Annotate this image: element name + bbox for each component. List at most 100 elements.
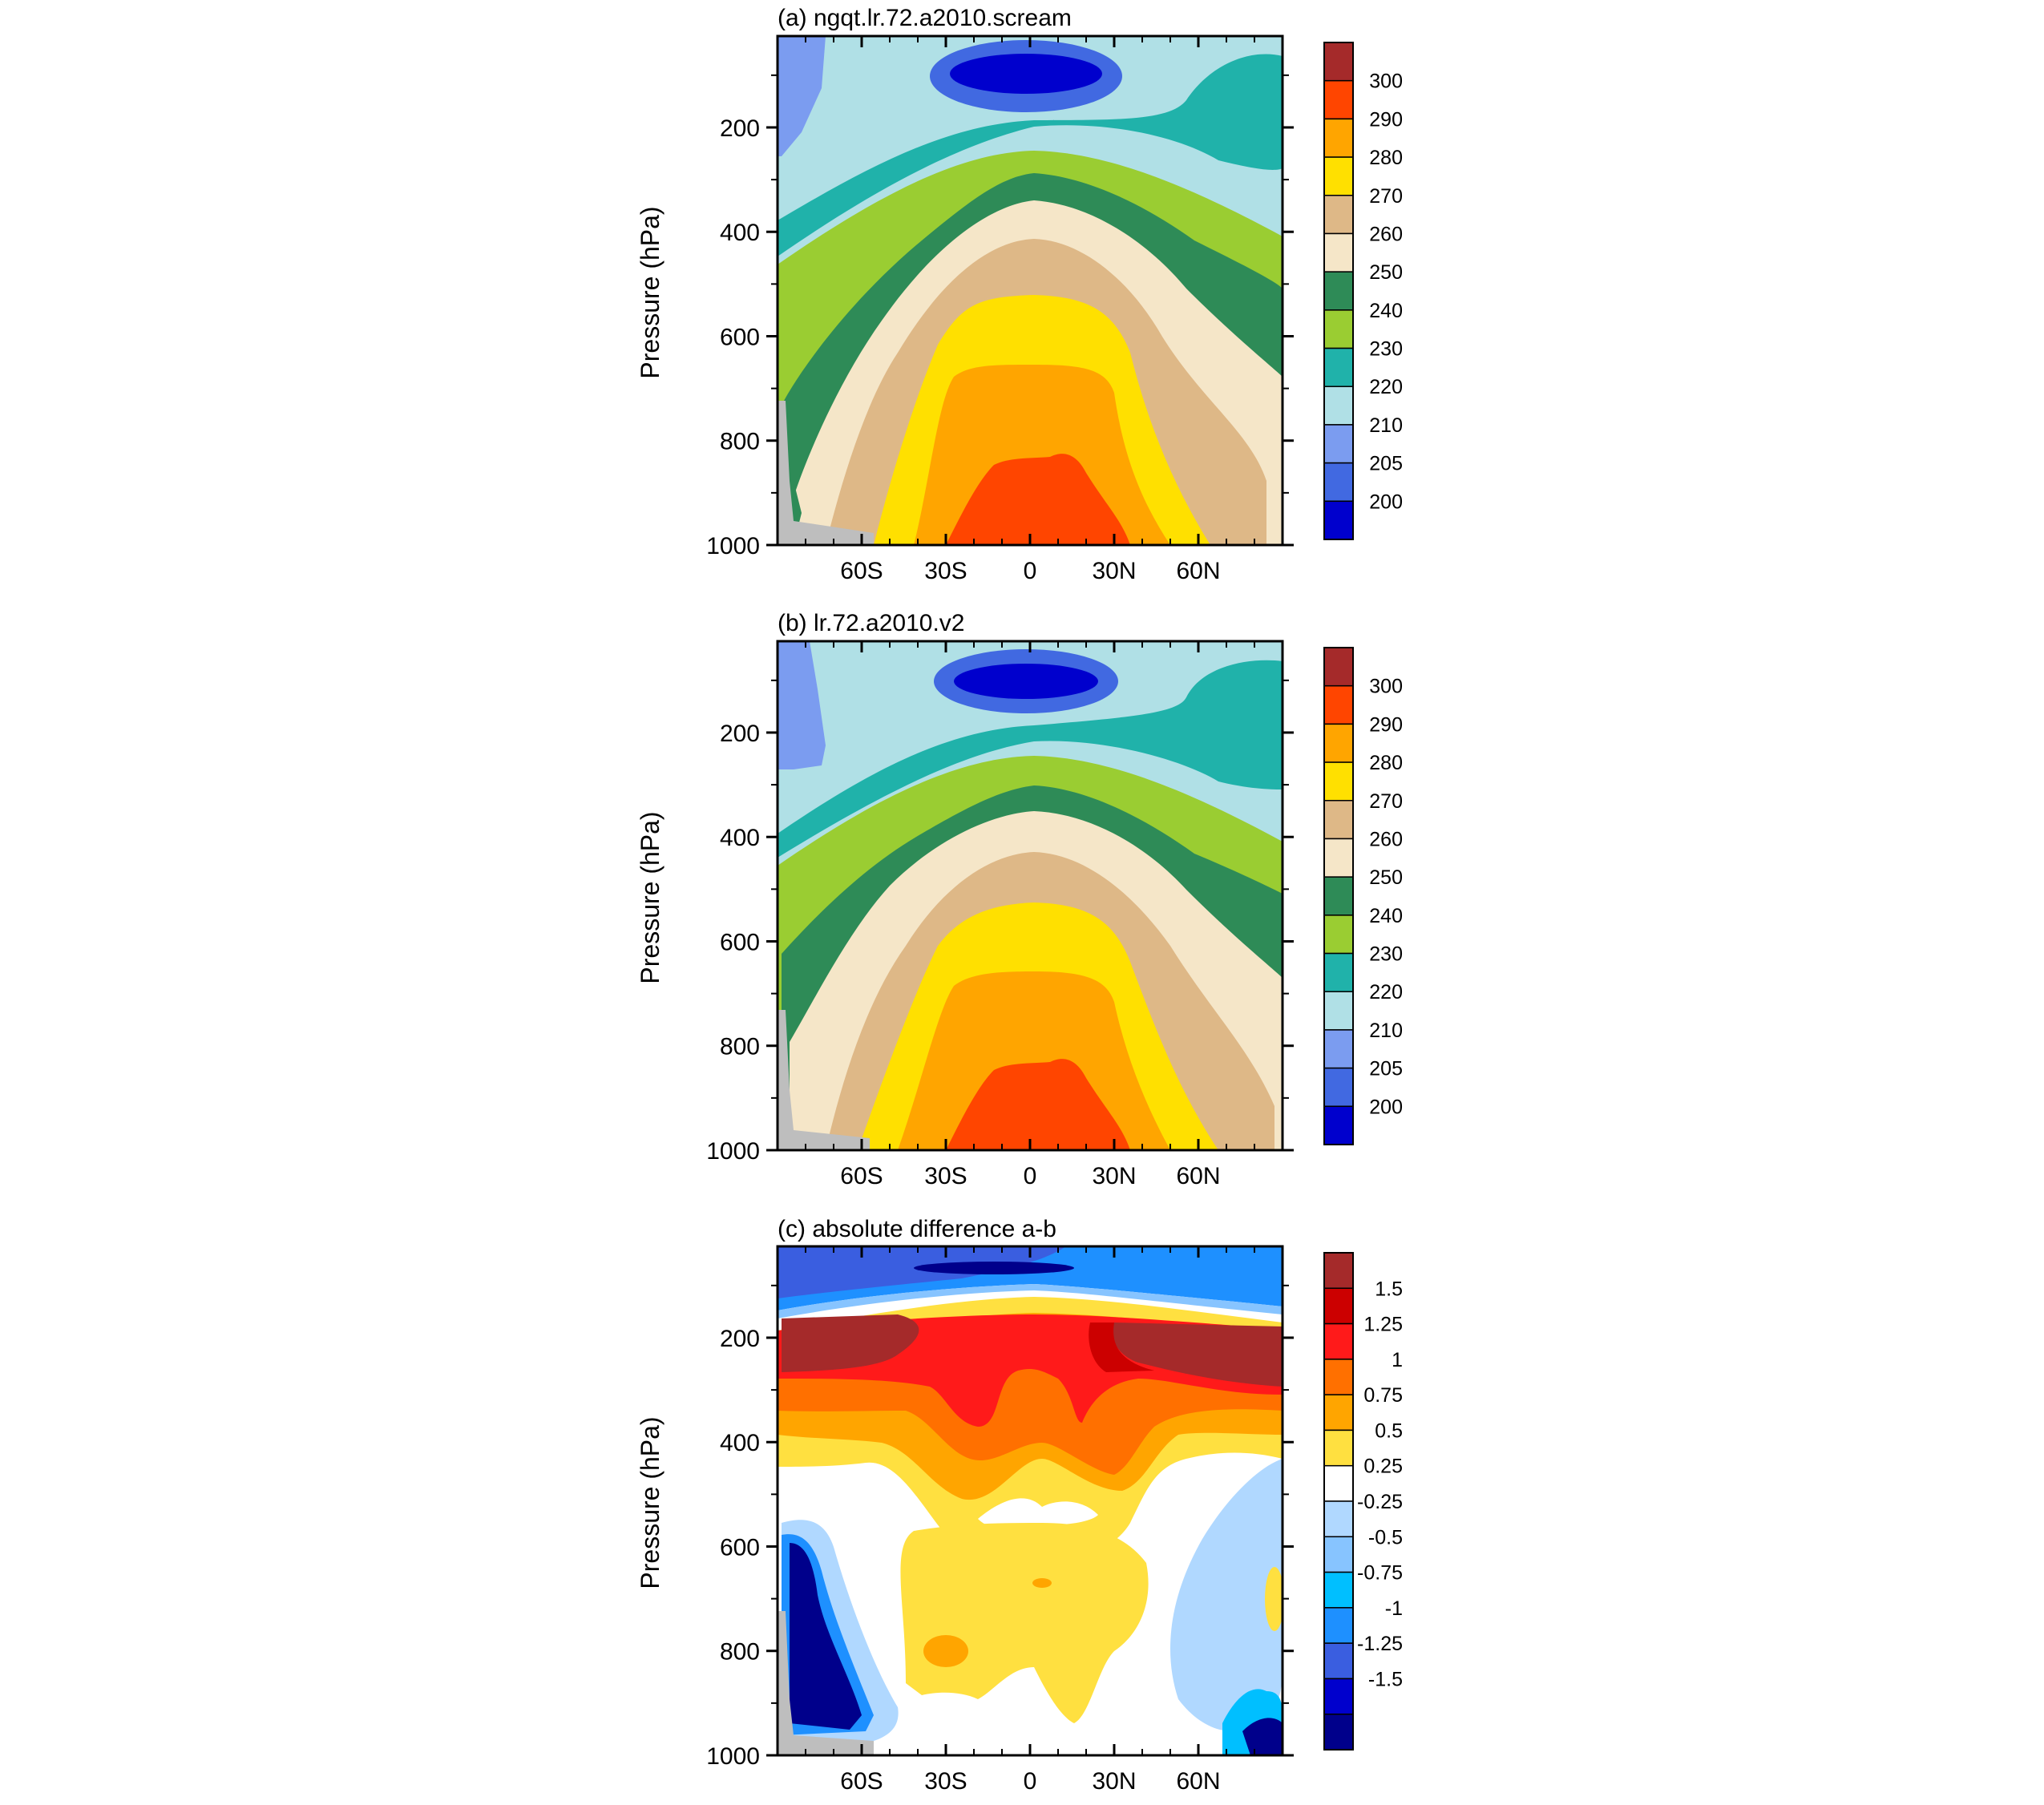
contour-fill-neg-15-core [914,1262,1074,1274]
colorbar-label: 0.75 [1363,1384,1403,1407]
panel-a-colorbar: 300 290 280 270 260 250 240 230 220 210 205 200 [1323,42,1403,540]
missing-topography [778,401,874,545]
colorbar-swatch [1323,1464,1354,1502]
panel-b-ylabel: Pressure (hPa) [636,811,665,983]
x-tick-label: 60N [1176,558,1220,584]
panel-c-title: (c) absolute difference a-b [778,1216,1056,1242]
x-tick-label: 0 [1024,1768,1037,1795]
colorbar-label: 205 [1369,1058,1403,1080]
x-tick-label: 30S [924,1163,967,1189]
y-tick-label: 400 [720,1430,760,1456]
x-tick-label: 60S [840,558,883,584]
colorbar-swatch [1323,42,1354,82]
colorbar-label: 1.25 [1363,1314,1403,1336]
y-tick-label: 200 [720,115,760,142]
panel-b-yticks: 200 400 600 800 1000 [706,679,1294,1165]
colorbar-label: 240 [1369,905,1403,927]
contour-fill-15-band-left [782,1314,919,1372]
x-tick-label: 60S [840,1768,883,1795]
y-tick-label: 200 [720,721,760,747]
colorbar-swatch [1323,1607,1354,1644]
colorbar-swatch [1323,156,1354,196]
colorbar-frame [1323,1252,1354,1750]
colorbar-label: 260 [1369,828,1403,850]
colorbar-swatch [1323,1067,1354,1108]
colorbar-swatch [1323,1642,1354,1680]
y-tick-label: 600 [720,1534,760,1561]
y-tick-label: 200 [720,1326,760,1352]
colorbar-swatch [1323,424,1354,464]
x-tick-label: 0 [1024,558,1037,584]
missing-topography [778,1010,870,1150]
x-tick-label: 0 [1024,1163,1037,1189]
colorbar-label: 205 [1369,453,1403,475]
colorbar-swatch [1323,271,1354,311]
x-tick-label: 30S [924,558,967,584]
colorbar-label: -0.25 [1357,1491,1403,1513]
x-tick-label: 60N [1176,1768,1220,1795]
panel-b-colorbar: 300 290 280 270 260 250 240 230 220 210 205 200 [1323,647,1403,1145]
panel-c-yticks: 200 400 600 800 1000 [706,1284,1294,1770]
colorbar-swatch [1323,684,1354,725]
colorbar-swatch [1323,991,1354,1031]
panel-a-ylabel: Pressure (hPa) [636,206,665,378]
panel-a: (a) ngqt.lr.72.a2010.scream 60S 30S 0 30N 60… [636,5,1403,584]
colorbar-swatch [1323,800,1354,840]
colorbar-swatch [1323,723,1354,763]
colorbar-swatch [1323,761,1354,802]
colorbar-label: 270 [1369,790,1403,813]
contour-fill-neg-025-edge [778,1284,1283,1318]
contour-fill-290 [946,454,1130,545]
colorbar-label: -0.5 [1368,1526,1403,1549]
colorbar-label: -0.75 [1357,1562,1403,1585]
x-tick-label: 30S [924,1768,967,1795]
panel-c-ylabel: Pressure (hPa) [636,1416,665,1589]
missing-topography [778,1611,874,1755]
panel-a-title: (a) ngqt.lr.72.a2010.scream [778,5,1072,31]
panel-c-colorbar: 1.5 1.25 1 0.75 0.5 0.25 -0.25 -0.5 -0.75 -1 -1.25… [1323,1252,1403,1750]
x-tick-label: 30N [1092,1163,1136,1189]
colorbar-label: 200 [1369,491,1403,513]
colorbar-swatch [1323,500,1354,540]
contour-fill-220 [778,54,1283,257]
colorbar-swatch [1323,915,1354,955]
y-tick-label: 800 [720,429,760,455]
colorbar-label: 280 [1369,752,1403,774]
colorbar-frame [1323,42,1354,540]
y-tick-label: 800 [720,1034,760,1060]
y-tick-label: 400 [720,825,760,851]
colorbar-label: 280 [1369,147,1403,169]
panel-b-xticks: 60S 30S 0 30N 60N [805,641,1255,1189]
panel-a-xticks: 60S 30S 0 30N 60N [805,36,1255,584]
contour-fill-15-band-right [1111,1322,1283,1387]
colorbar-label: 210 [1369,1020,1403,1042]
colorbar-label: -1.25 [1357,1633,1403,1655]
colorbar-label: 1 [1392,1349,1403,1371]
panel-a-field [778,36,1283,545]
colorbar-swatch [1323,1536,1354,1573]
colorbar-label: -1.5 [1368,1668,1403,1690]
colorbar-label: 290 [1369,108,1403,131]
contour-fill-neg-15-left [790,1543,862,1730]
colorbar-label: 240 [1369,300,1403,322]
colorbar-swatch [1323,386,1354,426]
colorbar-label: 0.25 [1363,1456,1403,1478]
colorbar-swatch [1323,232,1354,273]
colorbar-label: 260 [1369,223,1403,245]
panel-c: (c) absolute difference a-b [636,1216,1403,1795]
panel-b-title: (b) lr.72.a2010.v2 [778,610,964,636]
contour-fill-neg-025-right [1170,1459,1283,1731]
x-tick-label: 60N [1176,1163,1220,1189]
x-tick-label: 60S [840,1163,883,1189]
contour-fill-neg-125 [778,1246,1066,1298]
contour-fill-125-band [1089,1322,1154,1372]
colorbar-swatch [1323,1287,1354,1325]
colorbar-swatch [1323,462,1354,503]
colorbar-label: 270 [1369,185,1403,208]
panel-c-field [778,1246,1283,1755]
contour-fill-205-left [778,641,826,769]
y-tick-label: 1000 [706,1743,760,1770]
panel-b: (b) lr.72.a2010.v2 60S 30S 0 30N 60N 200 400 6… [636,610,1403,1189]
colorbar-swatch [1323,876,1354,916]
